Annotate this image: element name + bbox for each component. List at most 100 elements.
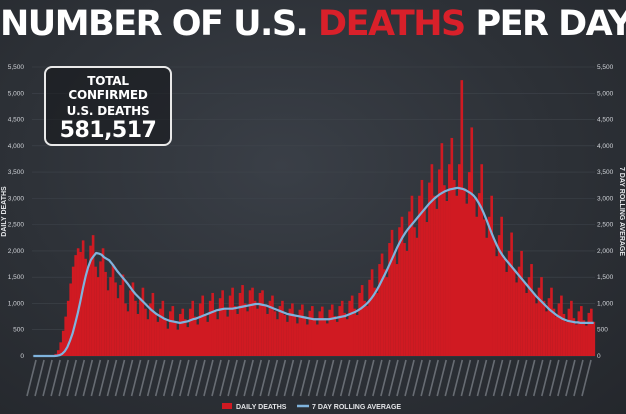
daily-deaths-bar xyxy=(420,179,424,356)
x-tick-mark xyxy=(195,359,206,397)
daily-deaths-bar xyxy=(375,292,379,356)
daily-deaths-bar xyxy=(164,319,167,356)
daily-deaths-bar xyxy=(567,308,571,356)
daily-deaths-bar xyxy=(116,298,120,356)
daily-deaths-bar xyxy=(472,198,476,356)
daily-deaths-bar xyxy=(378,264,381,356)
daily-deaths-bar xyxy=(505,271,508,356)
daily-deaths-bar xyxy=(238,292,242,356)
daily-deaths-bar xyxy=(161,300,165,356)
y-tick-label-right: 5,000 xyxy=(597,90,614,97)
x-tick-mark xyxy=(428,359,439,397)
legend-daily-deaths: DAILY DEATHS xyxy=(236,404,287,411)
daily-deaths-bar xyxy=(475,216,479,356)
daily-deaths-bar xyxy=(121,274,125,356)
y-tick-label-left: 3,500 xyxy=(8,169,25,176)
daily-deaths-bar xyxy=(281,300,284,356)
x-tick-mark xyxy=(468,359,480,397)
x-tick-mark xyxy=(565,359,576,397)
daily-deaths-bar xyxy=(64,316,67,356)
x-tick-mark xyxy=(347,359,359,397)
daily-deaths-bar xyxy=(91,235,95,356)
x-tick-mark xyxy=(581,359,592,397)
daily-deaths-bar xyxy=(169,311,172,356)
x-tick-mark xyxy=(58,359,69,397)
daily-deaths-bar xyxy=(542,300,546,356)
x-tick-mark xyxy=(396,359,407,397)
y-tick-label-left: 4,500 xyxy=(8,117,25,124)
x-tick-mark xyxy=(130,359,142,397)
total-box-line1: TOTAL CONFIRMED xyxy=(68,74,148,102)
daily-deaths-bar xyxy=(176,329,180,356)
daily-deaths-bar xyxy=(570,300,573,356)
daily-deaths-bar xyxy=(547,298,551,356)
daily-deaths-bar xyxy=(365,306,369,356)
x-tick-mark xyxy=(557,359,568,397)
daily-deaths-bar xyxy=(296,323,299,356)
daily-deaths-bar xyxy=(134,300,137,356)
daily-deaths-bar xyxy=(440,143,444,356)
daily-deaths-bar xyxy=(174,321,177,356)
daily-deaths-bar xyxy=(119,285,122,356)
daily-deaths-bar xyxy=(188,308,192,356)
daily-deaths-bar xyxy=(512,269,516,356)
legend-rolling-average: 7 DAY ROLLING AVERAGE xyxy=(312,404,401,411)
x-tick-mark xyxy=(315,359,327,397)
daily-deaths-bar xyxy=(291,303,294,356)
daily-deaths-bar xyxy=(520,250,523,356)
x-tick-mark xyxy=(541,359,552,397)
daily-deaths-bar xyxy=(56,350,60,356)
daily-deaths-bar xyxy=(433,195,436,356)
x-tick-mark xyxy=(146,359,158,397)
daily-deaths-bar xyxy=(129,290,132,356)
x-tick-mark xyxy=(98,359,110,397)
daily-deaths-bar xyxy=(448,164,451,356)
daily-deaths-bar xyxy=(139,298,142,356)
y-tick-label-right: 1,000 xyxy=(597,300,614,307)
y-axis-label-right: 7 DAY ROLLING AVERAGE xyxy=(618,167,625,256)
daily-deaths-bar xyxy=(418,195,421,356)
daily-deaths-bar xyxy=(61,330,65,356)
x-tick-mark xyxy=(251,359,262,397)
total-box-line2: U.S. DEATHS xyxy=(66,104,150,118)
x-tick-mark xyxy=(380,359,391,397)
daily-deaths-bar xyxy=(66,300,70,356)
daily-deaths-bar xyxy=(183,319,187,356)
daily-deaths-bar xyxy=(532,292,536,356)
daily-deaths-bar xyxy=(560,295,563,356)
daily-deaths-bar xyxy=(507,250,511,356)
daily-deaths-bar xyxy=(353,308,356,356)
daily-deaths-bar xyxy=(470,127,474,357)
daily-deaths-bar xyxy=(340,300,344,356)
daily-deaths-bar xyxy=(246,311,249,356)
x-tick-mark xyxy=(90,359,102,397)
page-title: NUMBER OF U.S. DEATHS PER DAY xyxy=(0,4,626,44)
daily-deaths-bar xyxy=(81,240,85,356)
daily-deaths-bar xyxy=(335,321,339,356)
daily-deaths-bar xyxy=(540,277,543,356)
daily-deaths-bar xyxy=(580,306,583,356)
x-tick-mark xyxy=(460,359,472,397)
daily-deaths-bar xyxy=(445,200,449,356)
daily-deaths-bar xyxy=(71,266,75,356)
x-tick-mark xyxy=(420,359,431,397)
daily-deaths-bar xyxy=(276,319,279,356)
daily-deaths-bar xyxy=(467,172,471,356)
daily-deaths-bar xyxy=(552,308,556,356)
daily-deaths-bar xyxy=(530,264,533,356)
y-tick-label-left: 0 xyxy=(20,353,24,360)
x-tick-mark xyxy=(436,359,447,397)
daily-deaths-bar xyxy=(144,308,147,356)
daily-deaths-bar xyxy=(390,229,394,356)
daily-deaths-bar xyxy=(410,195,414,356)
daily-deaths-bar xyxy=(271,295,274,356)
daily-deaths-bar xyxy=(423,208,426,356)
daily-deaths-bar xyxy=(69,283,72,356)
daily-deaths-bar xyxy=(408,211,411,356)
y-tick-label-right: 5,500 xyxy=(597,64,614,71)
daily-deaths-bar xyxy=(525,292,528,356)
daily-deaths-bar xyxy=(497,235,501,356)
daily-deaths-bar xyxy=(251,287,254,356)
daily-deaths-bar xyxy=(283,315,287,356)
